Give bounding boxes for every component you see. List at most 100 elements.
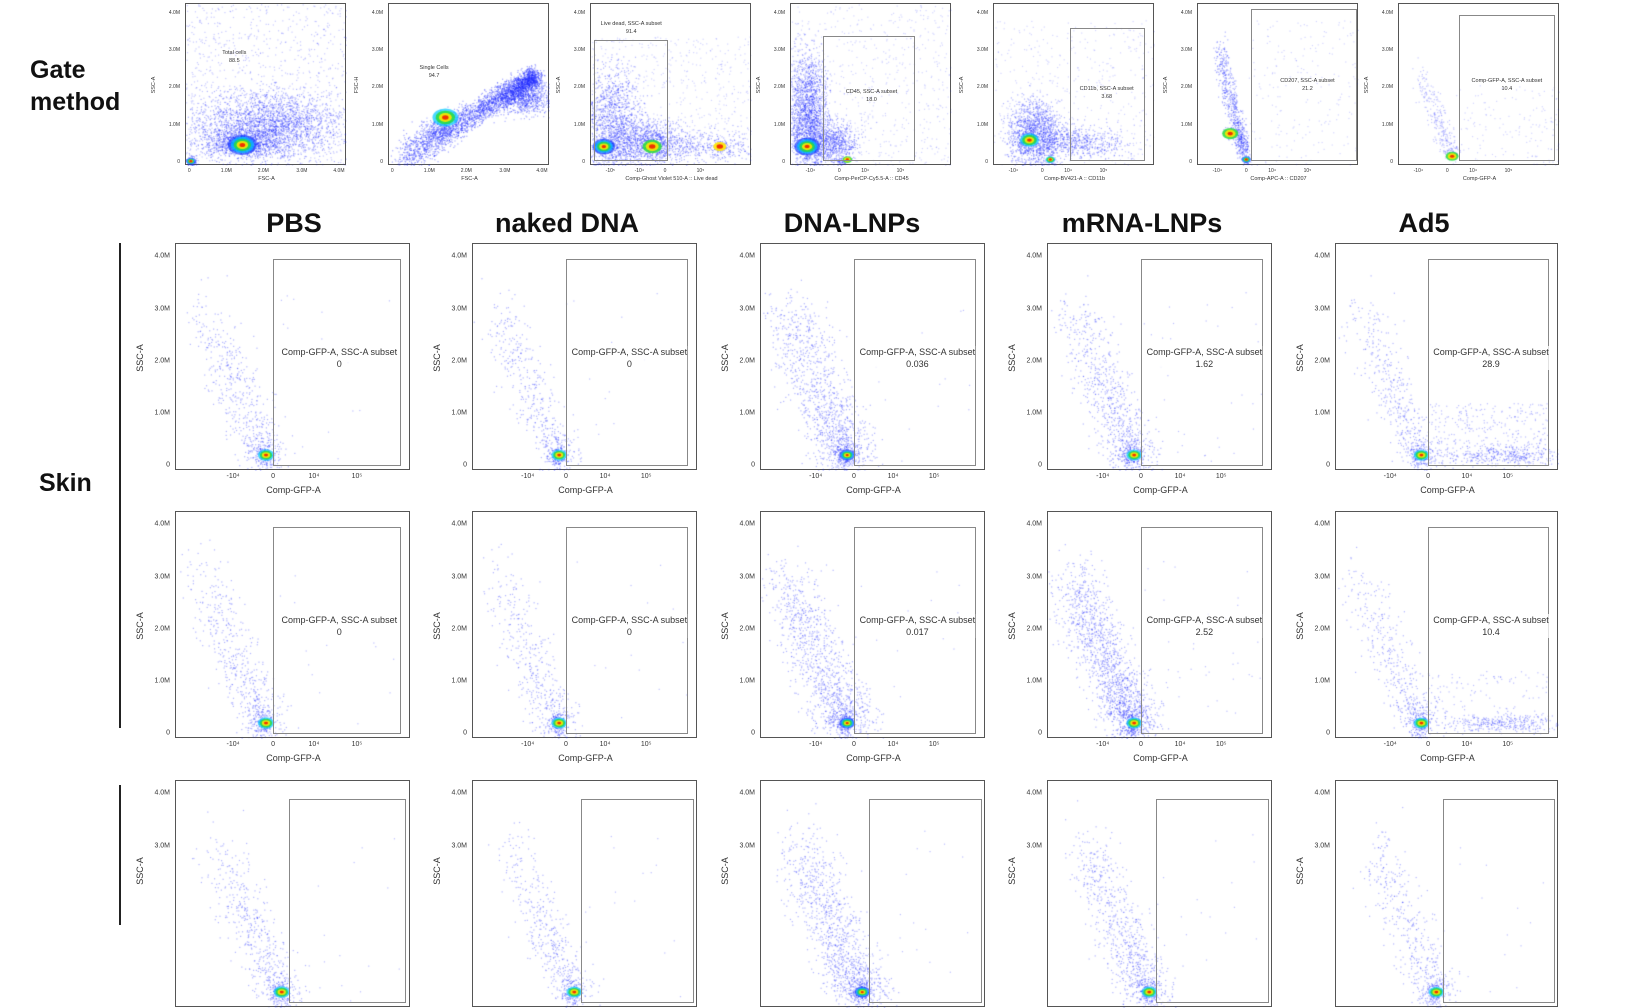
gate-label: Total cells 88.5 [222,49,246,65]
gate-name: Comp-GFP-A, SSC-A subset [571,614,688,625]
gate-percentage: 28.9 [1482,358,1500,369]
y-tick-label: 4.0M [154,252,170,260]
x-tick-label: 4.0M [333,168,345,174]
y-axis-label: SSC-A [1007,343,1017,372]
x-tick-label: 0 [563,741,568,748]
y-axis-label: SSC-A [1295,857,1305,885]
column-label-dna-lnps: DNA-LNPs [783,208,921,238]
y-tick-label: 2.0M [451,357,467,365]
x-tick-label: 10⁵ [351,741,363,748]
x-tick-label: 10⁴ [599,473,611,480]
y-axis-label: SSC-A [1295,343,1305,372]
y-tick-label: 1.0M [154,677,170,685]
x-tick-label: -10⁴ [634,168,644,174]
x-tick-label: 10⁵ [928,741,940,748]
gate-percentage: 2.52 [1195,626,1214,637]
x-tick-label: -10⁴ [226,473,240,480]
gate-method-plot: 4.0M 3.0M 2.0M 1.0M 0 -10⁵ -10⁴ 0 10⁵ Comp-Ghost … [556,3,752,182]
x-axis-label: FSC-A [461,176,478,182]
x-tick-label: 10⁴ [1064,168,1072,174]
y-tick-label: 4.0M [773,9,785,16]
x-tick-label: 10⁴ [861,168,869,174]
y-tick-label: 4.0M [739,789,755,797]
y-tick-label: 3.0M [154,842,170,850]
y-tick-label: 4.0M [1026,252,1042,260]
row-label-line: method [30,88,121,116]
x-tick-label: 3.0M [499,168,511,174]
gate-label: Comp-GFP-A, SSC-A subset 10.4 [1472,77,1543,93]
x-axis-label: Comp-GFP-A [1133,753,1188,763]
gate-percentage: 10.4 [1482,626,1500,637]
gate-rectangle [1443,799,1555,1004]
y-tick-label: 4.0M [573,9,585,16]
gate-method-plot: 4.0M 3.0M 2.0M 1.0M 0 0 1.0M 2.0M 3.0M 4.0M FSC-A S… [151,3,347,182]
x-tick-label: -10⁴ [1096,473,1110,480]
row-label-skin: Skin [39,469,92,497]
gate-rectangle [1428,258,1550,466]
gfp-scatter-plot: 4.0M 3.0M 2.0M 1.0M 0 -10⁴ 0 10⁴ 10⁵ Comp-GFP-A SS… [720,243,986,495]
y-tick-label: 3.0M [1381,47,1393,54]
x-axis-label: Comp-PerCP-Cy5.5-A :: CD45 [834,176,909,182]
x-tick-label: 10⁴ [308,741,320,748]
gate-name: Comp-GFP-A, SSC-A subset [1146,346,1263,357]
x-tick-label: -10⁴ [521,473,535,480]
y-tick-label: 2.0M [739,625,755,633]
x-tick-label: -10⁴ [805,168,815,174]
gate-rectangle [581,799,694,1004]
y-axis-label: SSC-A [1007,611,1017,640]
gate-percentage: 3.68 [1101,94,1113,101]
x-tick-label: -10⁴ [521,741,535,748]
y-tick-label: 0 [751,461,755,469]
gate-rectangle [853,258,977,466]
y-tick-label: 3.0M [1026,842,1042,850]
x-tick-label: 3.0M [296,168,308,174]
gate-rectangle [565,258,689,466]
y-tick-label: 4.0M [451,520,467,528]
y-tick-label: 4.0M [168,9,180,16]
x-tick-label: 0 [1445,168,1449,174]
x-tick-label: 10⁴ [1461,473,1473,480]
x-tick-label: 10⁵ [1504,168,1513,174]
y-tick-label: 1.0M [451,409,467,417]
y-tick-label: 2.0M [1026,357,1042,365]
y-tick-label: 3.0M [168,47,180,54]
y-axis-label: SSC-A [135,857,145,885]
x-tick-label: 10⁵ [1303,168,1312,174]
x-tick-label: 10⁵ [1502,473,1514,480]
x-tick-label: 0 [563,473,568,480]
y-axis-label: SSC-A [959,76,965,94]
y-tick-label: 4.0M [154,789,170,797]
gate-label: Comp-GFP-A, SSC-A subset 2.52 [1146,613,1263,638]
x-tick-label: 10⁵ [1502,741,1514,748]
x-tick-label: -10⁴ [809,741,823,748]
gfp-scatter-plot: 4.0M 3.0M SSC-A [1295,780,1559,1008]
y-tick-label: 2.0M [1026,625,1042,633]
y-tick-label: 2.0M [1314,625,1330,633]
row-label-line: Gate [30,56,86,84]
x-tick-label: 10⁵ [896,168,905,174]
y-tick-label: 2.0M [168,84,180,91]
y-tick-label: 1.0M [739,677,755,685]
gate-name: Comp-GFP-A, SSC-A subset [1433,346,1549,357]
gate-method-plot: 4.0M 3.0M 2.0M 1.0M 0 0 1.0M 2.0M 3.0M 4.0M FSC-A F… [354,3,550,182]
y-tick-label: 0 [1390,158,1393,165]
x-axis-label: Comp-GFP-A [846,753,901,763]
x-tick-label: 1.0M [220,168,232,174]
scatter-points [591,4,752,166]
x-axis-label: Comp-BV421-A :: CD11b [1043,176,1106,182]
gate-label: Comp-GFP-A, SSC-A subset 0.036 [859,345,976,370]
gfp-scatter-plot: 4.0M 3.0M 2.0M 1.0M 0 -10⁴ 0 10⁴ 10⁵ Comp-GFP-A SS… [1007,511,1273,763]
gate-label: Live dead, SSC-A subset 91.4 [601,20,662,36]
gate-name: Comp-GFP-A, SSC-A subset [281,614,398,625]
x-tick-label: 2.0M [460,168,472,174]
gate-rectangle [1428,526,1550,734]
y-tick-label: 3.0M [976,47,988,54]
x-tick-label: 10⁵ [1215,473,1227,480]
y-axis-label: SSC-A [720,611,730,640]
x-axis-label: FSC-A [258,176,275,182]
x-tick-label: 0 [390,168,394,174]
x-tick-label: -10⁴ [1008,168,1018,174]
y-tick-label: 2.0M [1381,84,1393,91]
y-tick-label: 2.0M [773,84,785,91]
gate-label: CD11b, SSC-A subset 3.68 [1080,85,1134,101]
